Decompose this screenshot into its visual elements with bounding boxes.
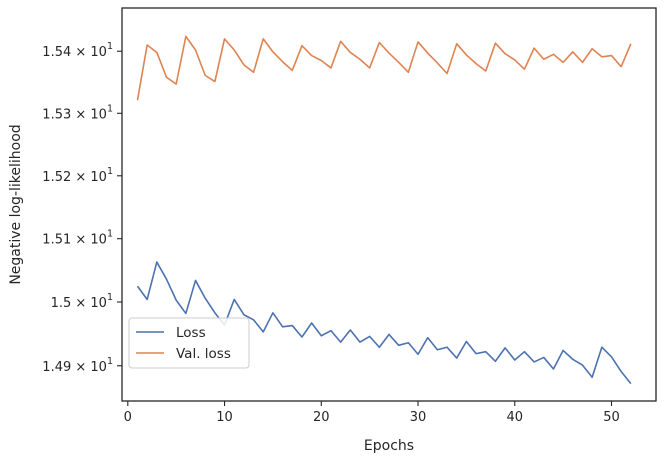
legend-box <box>128 317 250 369</box>
y-tick-label: 1.52 × 101 <box>42 166 113 185</box>
x-tick-label: 50 <box>603 410 620 425</box>
x-axis-label: Epochs <box>364 438 414 454</box>
x-axis-ticks: 0 10 20 30 40 50 <box>124 401 620 425</box>
y-tick-label: 1.54 × 101 <box>42 41 113 60</box>
plot-frame <box>121 7 657 402</box>
y-tick-label: 1.53 × 101 <box>42 103 113 122</box>
x-tick-label: 20 <box>313 410 330 425</box>
legend-label: Loss <box>176 325 206 341</box>
x-tick-label: 0 <box>124 410 132 425</box>
y-tick-label: 1.5 × 101 <box>51 292 113 311</box>
x-tick-label: 30 <box>410 410 427 425</box>
y-axis-label: Negative log-likelihood <box>8 124 24 284</box>
legend: Loss Val. loss <box>128 317 250 369</box>
series-line-2 <box>136 35 632 101</box>
legend-label: Val. loss <box>176 346 231 362</box>
y-axis-ticks: 1.49 × 101 1.5 × 101 1.51 × 101 1.52 × 101 1… <box>42 41 122 375</box>
x-tick-label: 40 <box>506 410 523 425</box>
x-tick-label: 10 <box>216 410 233 425</box>
y-tick-label: 1.51 × 101 <box>42 229 113 248</box>
y-tick-label: 1.49 × 101 <box>42 356 113 375</box>
